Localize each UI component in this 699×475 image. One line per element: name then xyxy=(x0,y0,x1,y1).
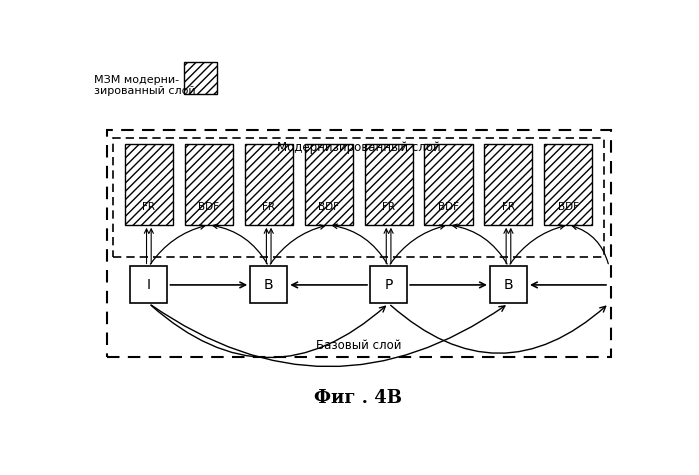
Bar xyxy=(113,138,605,257)
Bar xyxy=(185,144,233,225)
Text: B: B xyxy=(264,278,273,292)
Bar xyxy=(365,144,412,225)
Bar xyxy=(130,266,168,304)
Bar xyxy=(424,144,473,225)
Bar xyxy=(305,144,353,225)
Text: B: B xyxy=(504,278,513,292)
Text: P: P xyxy=(384,278,393,292)
Text: зированный слой: зированный слой xyxy=(94,86,195,96)
Text: FR: FR xyxy=(143,202,155,212)
Bar xyxy=(125,144,173,225)
Text: I: I xyxy=(147,278,151,292)
Bar xyxy=(484,144,533,225)
Text: Модернизированный слой: Модернизированный слой xyxy=(277,142,440,154)
Bar xyxy=(490,266,527,304)
Text: FR: FR xyxy=(382,202,395,212)
Bar xyxy=(245,144,293,225)
Text: BDF: BDF xyxy=(438,202,459,212)
Bar xyxy=(370,266,408,304)
Text: Фиг . 4В: Фиг . 4В xyxy=(314,389,402,407)
Text: BDF: BDF xyxy=(318,202,339,212)
Bar xyxy=(545,144,593,225)
Bar xyxy=(107,130,610,357)
Text: FR: FR xyxy=(502,202,515,212)
Text: BDF: BDF xyxy=(199,202,219,212)
Text: BDF: BDF xyxy=(558,202,579,212)
Text: МЗМ модерни-: МЗМ модерни- xyxy=(94,75,179,85)
Bar xyxy=(250,266,287,304)
Text: FR: FR xyxy=(262,202,275,212)
Bar xyxy=(185,62,217,94)
Text: Базовый слой: Базовый слой xyxy=(316,339,401,352)
